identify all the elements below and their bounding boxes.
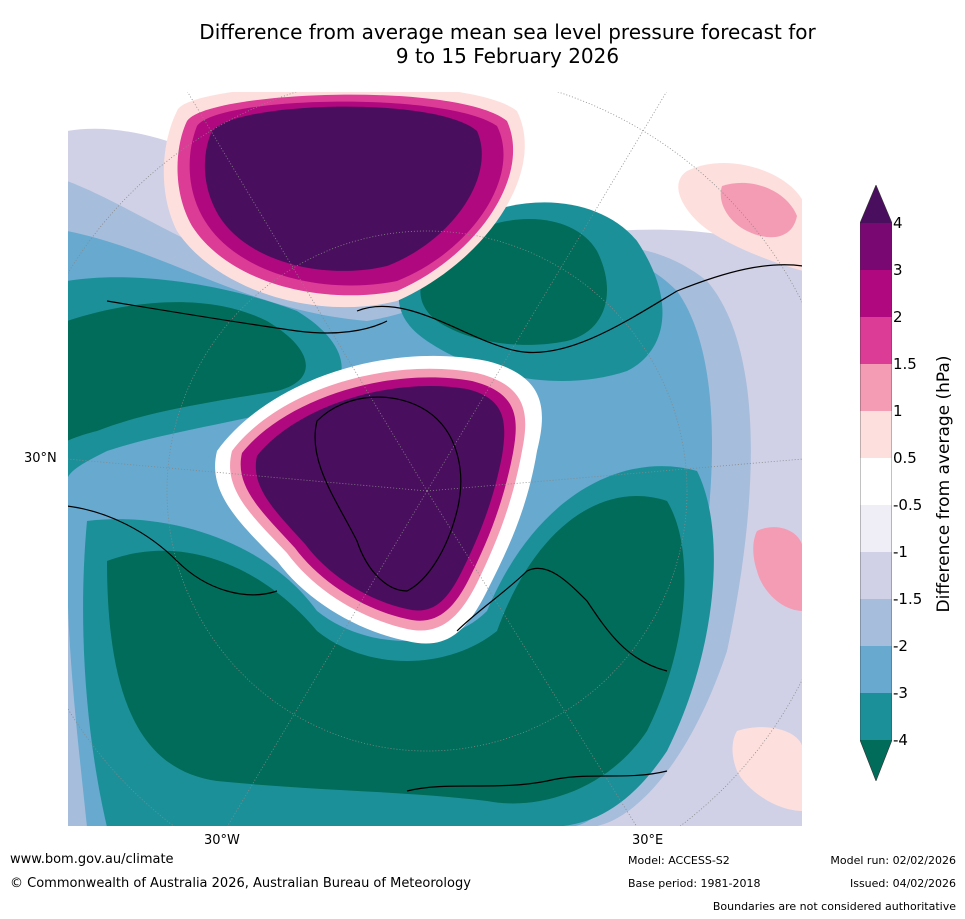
colorbar	[859, 184, 893, 785]
coastline-alaska	[106, 300, 388, 334]
coastline-greenland	[314, 396, 462, 592]
pressure-anomaly-map	[67, 91, 803, 827]
colorbar-tick-1: 1	[893, 402, 903, 420]
title-line-2: 9 to 15 February 2026	[395, 44, 620, 68]
colorbar-tick-1-5: 1.5	[893, 355, 917, 373]
colorbar-swatch-m1-5-to-m1	[860, 552, 892, 599]
pink-region-southeast-outer	[732, 727, 803, 811]
green-region-pacific	[67, 302, 306, 441]
map-svg	[67, 91, 803, 827]
colorbar-svg	[859, 184, 893, 782]
colorbar-swatch-3-to-4	[860, 223, 892, 270]
meridian-30e	[426, 490, 638, 827]
footer-copyright: © Commonwealth of Australia 2026, Austra…	[10, 876, 471, 891]
colorbar-swatch-m2-to-m1-5	[860, 599, 892, 646]
colorbar-swatch-m1-to-m0-5	[860, 505, 892, 552]
colorbar-swatch-m4-to-m3	[860, 693, 892, 740]
colorbar-tick-m1-5: -1.5	[893, 590, 923, 608]
lat-label-30n: 30°N	[24, 451, 57, 466]
coastline-north-america	[67, 505, 278, 596]
colorbar-swatch-m3-to-m2	[860, 646, 892, 693]
footer-model: Model: ACCESS-S2	[628, 854, 730, 867]
graticule	[67, 91, 803, 827]
colorbar-swatch-above-4	[860, 185, 892, 223]
coastline-mediterranean	[406, 770, 668, 792]
latitude-circle-60n	[166, 230, 688, 752]
colorbar-swatch-below-m4	[860, 740, 892, 781]
colorbar-tick-m0-5: -0.5	[893, 496, 923, 514]
colorbar-swatch-neutral	[860, 458, 892, 505]
colorbar-swatch-2-to-3	[860, 270, 892, 317]
colorbar-swatch-0-5-to-1	[860, 411, 892, 458]
high-region-arctic-core	[255, 385, 505, 611]
footer-issued: Issued: 04/02/2026	[849, 877, 956, 890]
colorbar-tick-m4: -4	[893, 731, 908, 749]
colorbar-tick-m3: -3	[893, 684, 908, 702]
colorbar-tick-m1: -1	[893, 543, 908, 561]
colorbar-tick-2: 2	[893, 308, 903, 326]
footer-base-period: Base period: 1981-2018	[628, 877, 761, 890]
footer-url[interactable]: www.bom.gov.au/climate	[10, 852, 174, 867]
colorbar-tick-3: 3	[893, 261, 903, 279]
pink-region-southeast	[753, 527, 803, 611]
colorbar-swatch-1-to-1-5	[860, 364, 892, 411]
map-frame	[67, 91, 803, 827]
coastline-asia	[356, 264, 803, 353]
colorbar-tick-m2: -2	[893, 637, 908, 655]
lon-label-30e: 30°E	[632, 833, 664, 848]
meridian-90w	[67, 458, 428, 492]
coastline-europe	[456, 567, 668, 672]
green-region-atlantic	[107, 496, 685, 804]
pink-region-east-inner	[720, 182, 797, 238]
footer-disclaimer: Boundaries are not considered authoritat…	[712, 900, 956, 913]
footer-model-run: Model run: 02/02/2026	[830, 854, 956, 867]
lon-label-30w: 30°W	[204, 833, 240, 848]
meridian-30w	[226, 490, 428, 827]
colorbar-tick-0-5: 0.5	[893, 449, 917, 467]
colorbar-title: Difference from average (hPa)	[934, 355, 954, 613]
coastlines	[67, 264, 803, 792]
chart-title: Difference from average mean sea level p…	[0, 20, 965, 68]
high-region-pacific-core	[204, 106, 482, 271]
colorbar-tick-4: 4	[893, 214, 903, 232]
colorbar-swatch-1-5-to-2	[860, 317, 892, 364]
title-line-1: Difference from average mean sea level p…	[199, 20, 816, 44]
